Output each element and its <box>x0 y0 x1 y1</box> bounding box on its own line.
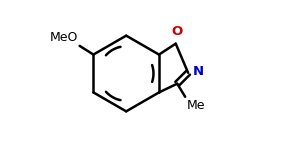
Text: Me: Me <box>187 99 205 112</box>
Text: O: O <box>172 25 183 38</box>
Text: N: N <box>193 65 204 78</box>
Text: MeO: MeO <box>50 31 78 44</box>
